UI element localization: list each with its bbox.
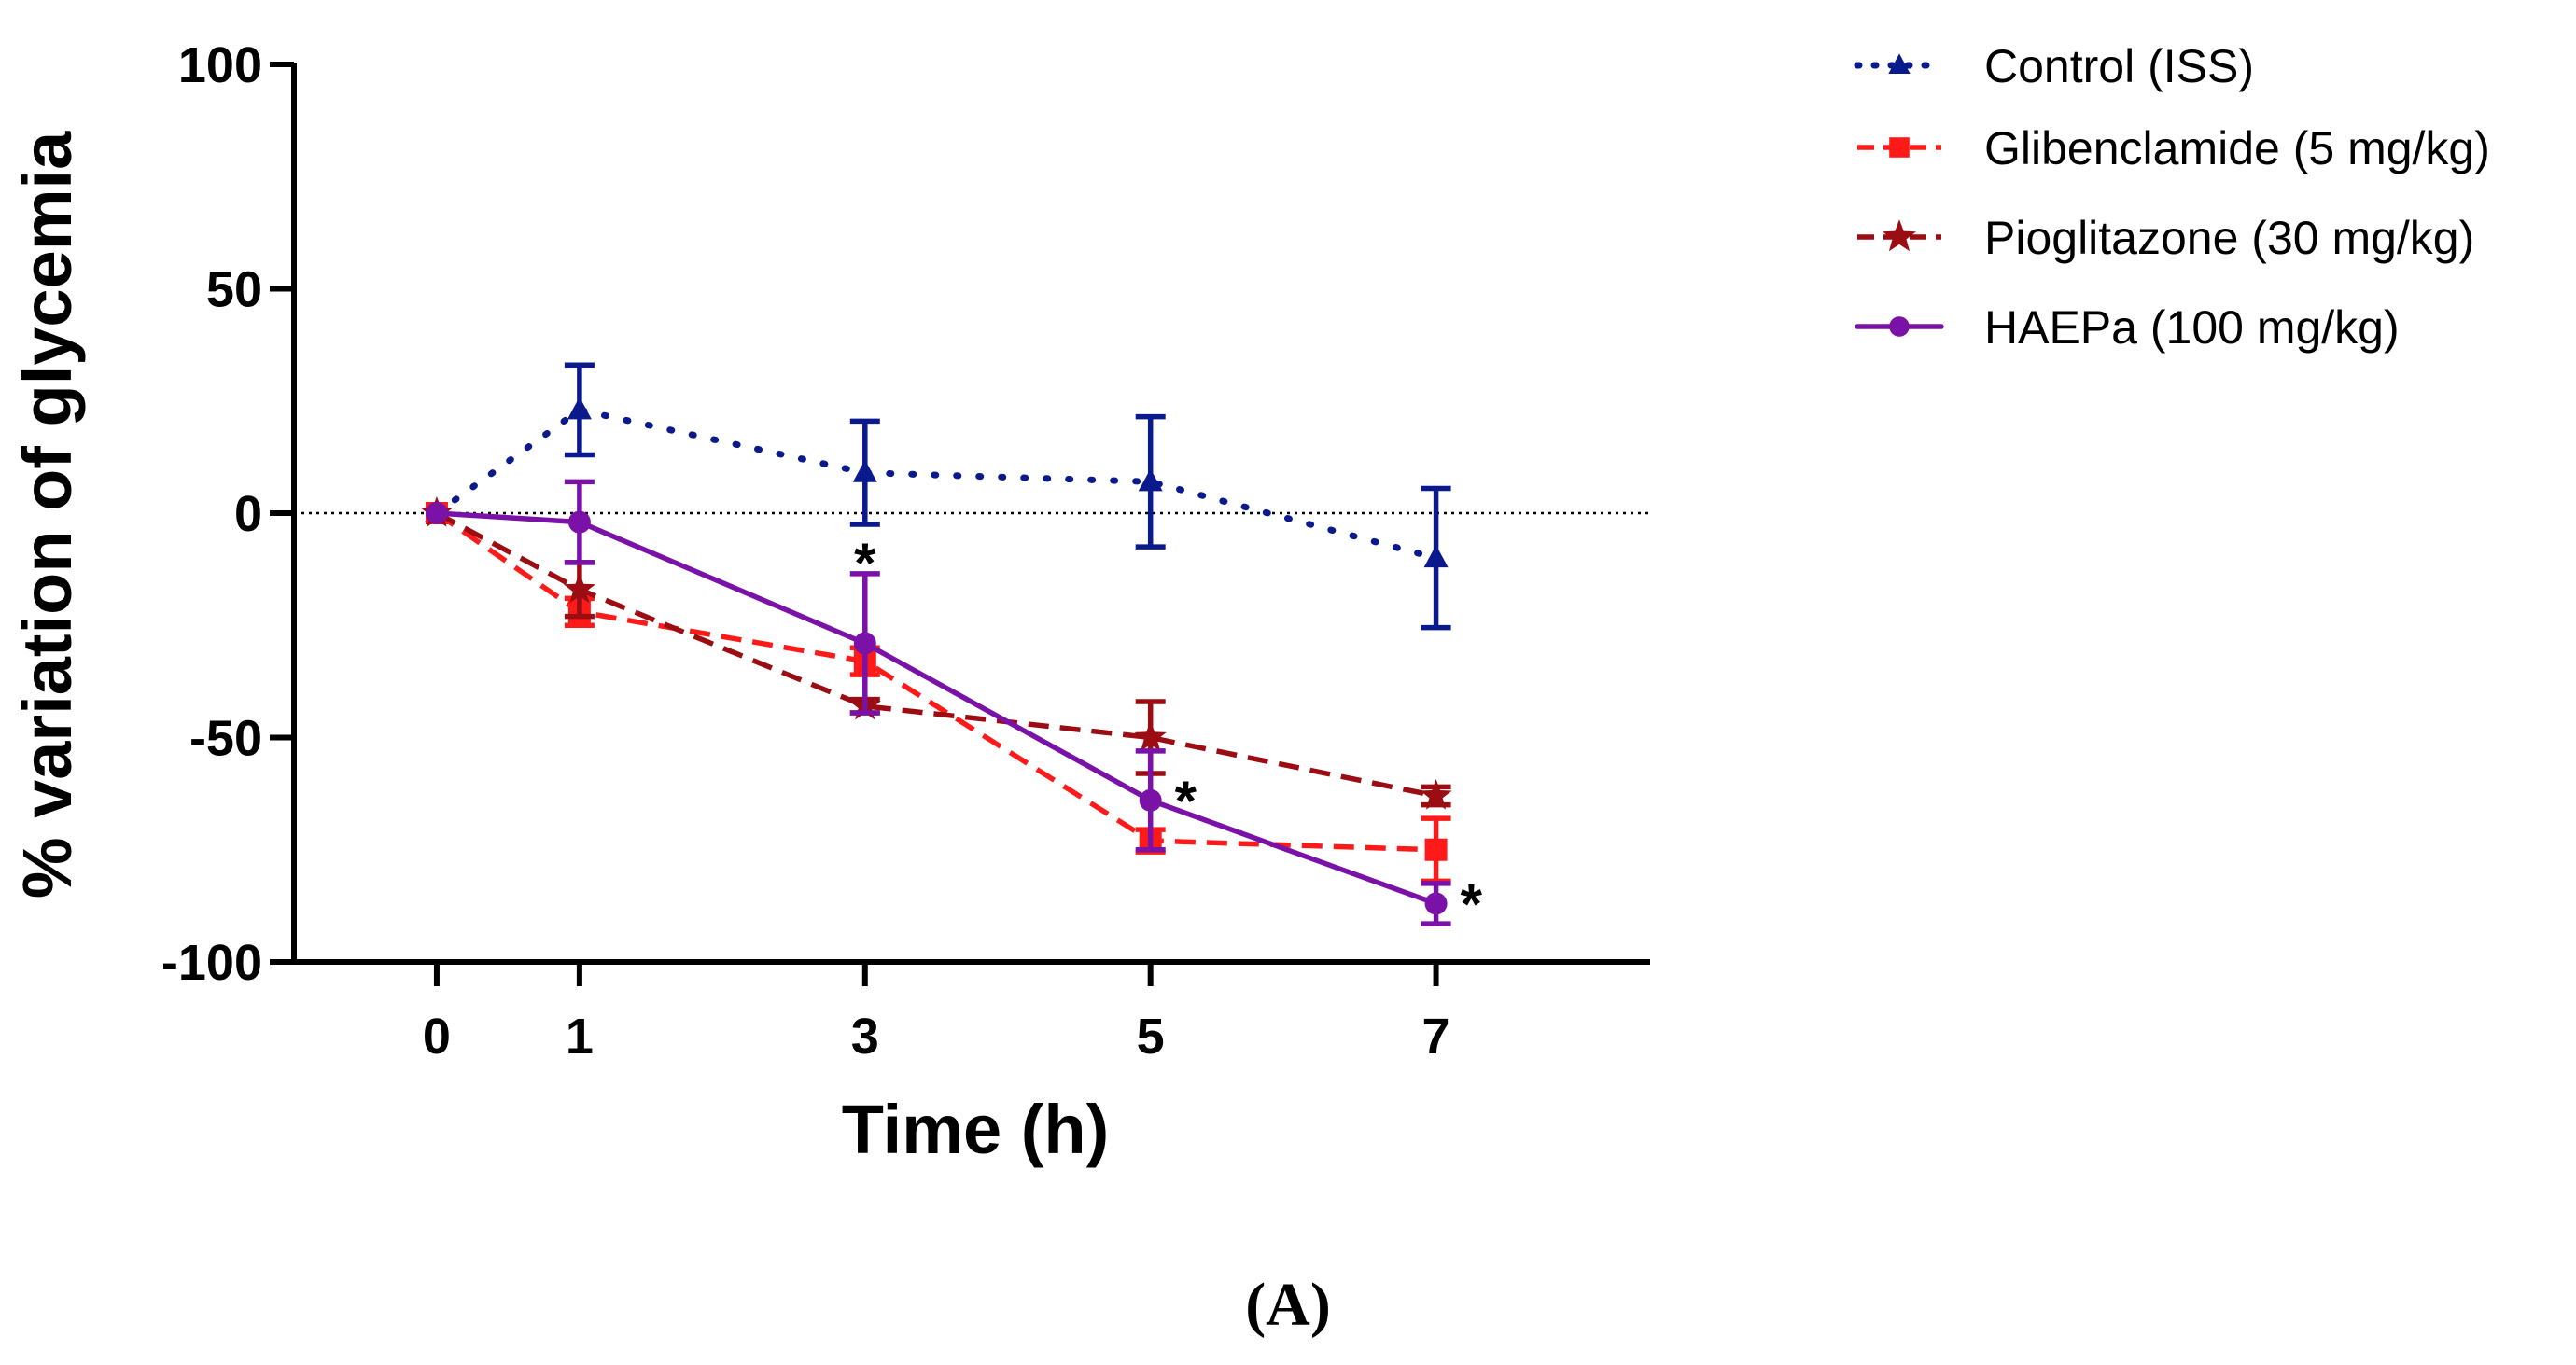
data-point [852, 459, 877, 482]
y-tick-label: -50 [189, 711, 262, 767]
legend-label: Glibenclamide (5 mg/kg) [1984, 122, 2490, 174]
data-point [1139, 788, 1162, 812]
significance-marker: * [1175, 770, 1197, 832]
legend-marker [1889, 137, 1910, 158]
legend: Control (ISS) Glibenclamide (5 mg/kg) Piog… [1854, 40, 2490, 354]
x-tick-label: 1 [566, 1009, 594, 1065]
data-point [563, 572, 595, 604]
legend-item: Glibenclamide (5 mg/kg) [1857, 122, 2490, 174]
data-point [1138, 468, 1163, 492]
data-point [1424, 892, 1448, 915]
legend-item: Control (ISS) [1854, 40, 2254, 92]
x-tick-label: 5 [1137, 1009, 1165, 1065]
x-tick-label: 3 [851, 1009, 879, 1065]
y-tick-label: 0 [234, 486, 262, 542]
axes: 100 50 0 -50 -100 0 1 3 5 7 [161, 37, 1650, 1065]
legend-label: Pioglitazone (30 mg/kg) [1984, 212, 2474, 264]
data-point [1423, 545, 1449, 568]
data-point [567, 397, 592, 420]
data-point [567, 510, 591, 534]
x-axis-title: Time (h) [842, 1091, 1109, 1168]
legend-item: HAEPa (100 mg/kg) [1855, 301, 2400, 354]
series-line [435, 510, 1437, 799]
legend-marker [1889, 316, 1910, 337]
data-point [1424, 838, 1448, 861]
y-tick-label: -100 [161, 935, 262, 991]
y-axis-title: % variation of glycemia [8, 131, 86, 898]
data-point [425, 502, 448, 524]
legend-item: Pioglitazone (30 mg/kg) [1857, 212, 2474, 264]
significance-marker: * [1461, 873, 1483, 936]
legend-label: HAEPa (100 mg/kg) [1984, 301, 2400, 354]
x-tick-label: 0 [423, 1009, 451, 1065]
series-circle [425, 479, 1451, 926]
legend-marker [1883, 219, 1916, 252]
series-layer [420, 362, 1452, 926]
legend-marker [1888, 53, 1911, 74]
annotation-layer: * * * [854, 532, 1482, 936]
data-point [853, 632, 876, 655]
panel-label: (A) [1245, 1271, 1331, 1339]
x-tick-label: 7 [1422, 1009, 1450, 1065]
y-tick-label: 100 [178, 37, 262, 93]
y-tick-label: 50 [206, 262, 262, 318]
legend-label: Control (ISS) [1984, 40, 2254, 92]
significance-marker: * [854, 532, 876, 594]
data-point [1134, 720, 1167, 752]
series-star [420, 496, 1452, 810]
data-point [1420, 779, 1452, 810]
